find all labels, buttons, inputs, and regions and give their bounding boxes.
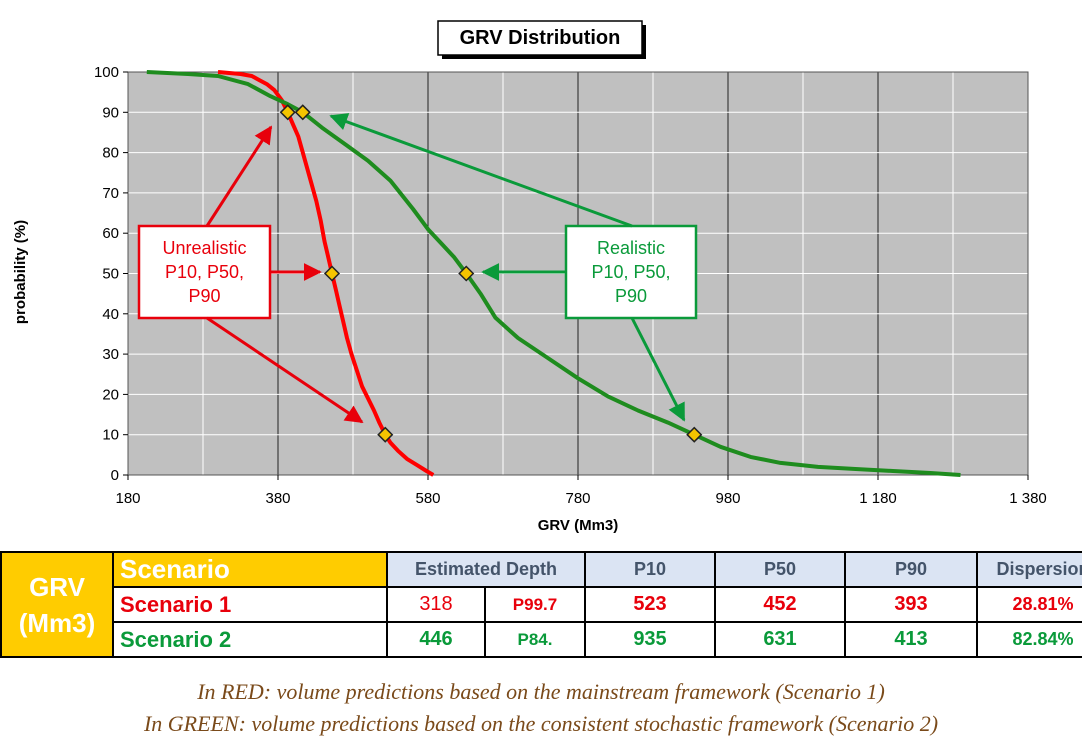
y-tick-label: 20	[102, 386, 119, 403]
corner-line-2: (Mm3)	[18, 607, 96, 638]
series-line-scenario-2	[146, 70, 961, 477]
row2-p50: 631	[714, 621, 846, 658]
y-tick-label: 40	[102, 306, 119, 323]
row2-name: Scenario 2	[112, 621, 388, 658]
row2-p90: 413	[844, 621, 978, 658]
caption-line-1: In RED: volume predictions based on the …	[197, 679, 885, 704]
callout-text-line: Realistic	[597, 238, 665, 258]
header-p50: P50	[714, 551, 846, 588]
row1-dispersion: 28.81%	[976, 586, 1082, 623]
unrealistic-callout-box	[137, 224, 272, 320]
x-axis-label: GRV (Mm3)	[538, 517, 619, 534]
callout-arrow	[205, 125, 273, 227]
x-tick-label: 1 180	[859, 490, 897, 507]
header-p10: P10	[584, 551, 716, 588]
marker-s2-p10	[686, 426, 703, 443]
row1-name: Scenario 1	[112, 586, 388, 623]
caption: In RED: volume predictions based on the …	[0, 676, 1082, 740]
caption-line-2: In GREEN: volume predictions based on th…	[143, 711, 939, 736]
y-tick-label: 10	[102, 427, 119, 444]
x-tick-label: 1 380	[1009, 490, 1047, 507]
chart-title: GRV Distribution	[460, 27, 621, 49]
y-tick-label: 80	[102, 145, 119, 162]
y-tick-label: 50	[102, 266, 119, 283]
chart-area: 0 10 20 30 40 50 60 70 80 90 100 180 380 580 780 980 1 1…	[12, 20, 1047, 534]
row2-p10: 935	[584, 621, 716, 658]
x-tick-label: 580	[415, 490, 440, 507]
table-row: Scenario 2 446 P84. 935 631 413 82.84%	[1, 621, 1082, 658]
table-corner-cell: GRV (Mm3)	[0, 551, 114, 658]
row1-p10: 523	[584, 586, 716, 623]
y-tick-label: 30	[102, 346, 119, 363]
callout-text-line: Unrealistic	[162, 238, 246, 258]
row1-p50: 452	[714, 586, 846, 623]
x-tick-label: 380	[265, 490, 290, 507]
marker-s2-p50	[458, 265, 475, 282]
y-tick-label: 60	[102, 225, 119, 242]
grv-distribution-chart: 0 10 20 30 40 50 60 70 80 90 100 180 380 580 780 980 1 1…	[12, 20, 1047, 534]
marker-s1-p90	[279, 104, 296, 121]
y-tick-label: 70	[102, 185, 119, 202]
callout-text-line: P90	[615, 286, 647, 306]
marker-s2-p90	[294, 104, 311, 121]
row2-depth: 446	[386, 621, 486, 658]
row1-depth: 318	[386, 586, 486, 623]
table-row: Scenario 1 318 P99.7 523 452 393 28.81%	[1, 586, 1082, 623]
row2-dispersion: 82.84%	[976, 621, 1082, 658]
table-header-row: GRV (Mm3) Scenario Estimated Depth P10 P…	[0, 551, 1082, 658]
header-scenario: Scenario	[112, 551, 388, 588]
y-tick-label: 0	[111, 467, 119, 484]
callout-arrow	[206, 316, 364, 424]
row2-depth-p: P84.	[484, 621, 586, 658]
callout-text-line: P10, P50,	[591, 262, 670, 282]
row1-depth-p: P99.7	[484, 586, 586, 623]
y-axis-label: probability (%)	[12, 220, 29, 324]
callout-arrow	[630, 317, 686, 422]
callout-text-line: P10, P50,	[165, 262, 244, 282]
row1-p90: 393	[844, 586, 978, 623]
y-tick-label: 100	[94, 64, 119, 81]
callout-arrow	[329, 113, 633, 228]
callout-text-line: P90	[188, 286, 220, 306]
x-tick-label: 180	[115, 490, 140, 507]
y-tick-label: 90	[102, 104, 119, 121]
header-dispersion: Dispersion	[976, 551, 1082, 588]
grv-summary-table: GRV (Mm3) Scenario Estimated Depth P10 P…	[0, 551, 1082, 658]
x-tick-label: 780	[565, 490, 590, 507]
marker-s1-p10	[377, 426, 394, 443]
marker-s1-p50	[323, 265, 341, 282]
header-p90: P90	[844, 551, 978, 588]
realistic-callout-box	[564, 224, 698, 320]
x-tick-label: 980	[715, 490, 740, 507]
header-estimated-depth: Estimated Depth	[386, 551, 586, 588]
corner-line-1: GRV	[29, 571, 85, 602]
chart-title-box	[437, 20, 643, 56]
